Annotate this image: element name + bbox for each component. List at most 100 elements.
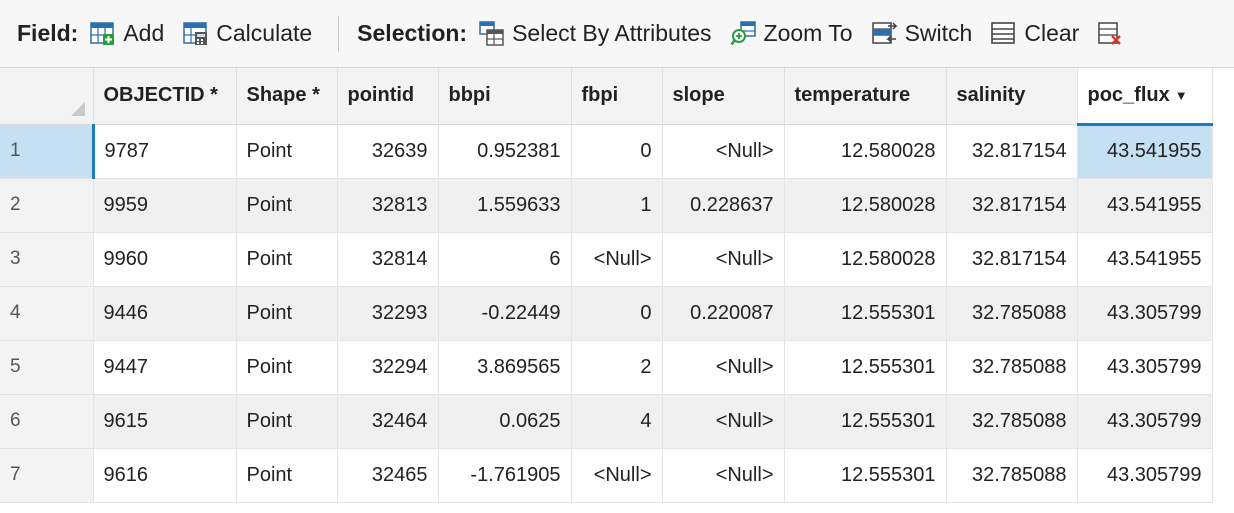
- cell-shape[interactable]: Point: [236, 448, 338, 503]
- column-header-temperature[interactable]: temperature: [784, 68, 947, 125]
- cell-temperature[interactable]: 12.555301: [784, 340, 947, 395]
- row-number[interactable]: 5: [0, 340, 94, 395]
- cell-objectid[interactable]: 9960: [93, 232, 237, 287]
- cell-poc-flux[interactable]: 43.541955: [1077, 232, 1213, 287]
- add-field-icon: [90, 22, 115, 45]
- clear-selection-icon: [991, 22, 1016, 44]
- cell-fbpi[interactable]: 0: [571, 124, 663, 179]
- cell-shape[interactable]: Point: [236, 178, 338, 233]
- row-number[interactable]: 6: [0, 394, 94, 449]
- cell-temperature[interactable]: 12.555301: [784, 448, 947, 503]
- cell-fbpi[interactable]: 4: [571, 394, 663, 449]
- cell-objectid[interactable]: 9787: [93, 124, 237, 179]
- add-field-button[interactable]: Add: [89, 20, 164, 47]
- cell-bbpi[interactable]: 6: [438, 232, 572, 287]
- column-header-salinity[interactable]: salinity: [946, 68, 1078, 125]
- select-by-attributes-button[interactable]: Select By Attributes: [478, 20, 712, 47]
- cell-shape[interactable]: Point: [236, 340, 338, 395]
- column-header-fbpi[interactable]: fbpi: [571, 68, 663, 125]
- cell-slope[interactable]: <Null>: [662, 340, 785, 395]
- delete-selected-button[interactable]: [1097, 20, 1131, 47]
- cell-objectid[interactable]: 9616: [93, 448, 237, 503]
- cell-objectid[interactable]: 9959: [93, 178, 237, 233]
- row-number[interactable]: 3: [0, 232, 94, 287]
- cell-salinity[interactable]: 32.785088: [946, 448, 1078, 503]
- cell-fbpi[interactable]: <Null>: [571, 448, 663, 503]
- cell-temperature[interactable]: 12.580028: [784, 124, 947, 179]
- cell-salinity[interactable]: 32.785088: [946, 286, 1078, 341]
- table-row[interactable]: 7 9616 Point 32465 -1.761905 <Null> <Null> 12.5…: [0, 448, 1213, 503]
- cell-slope[interactable]: 0.228637: [662, 178, 785, 233]
- table-header-row: OBJECTID * Shape * pointid bbpi fbpi slo…: [0, 68, 1213, 126]
- cell-slope[interactable]: <Null>: [662, 448, 785, 503]
- cell-poc-flux[interactable]: 43.305799: [1077, 394, 1213, 449]
- cell-bbpi[interactable]: 3.869565: [438, 340, 572, 395]
- select-all-corner[interactable]: [0, 68, 94, 125]
- zoom-to-icon: [730, 21, 756, 46]
- table-row[interactable]: 4 9446 Point 32293 -0.22449 0 0.220087 12.55530…: [0, 286, 1213, 341]
- cell-poc-flux[interactable]: 43.541955: [1077, 178, 1213, 233]
- column-header-objectid[interactable]: OBJECTID *: [93, 68, 237, 125]
- table-row[interactable]: 6 9615 Point 32464 0.0625 4 <Null> 12.555301 32.…: [0, 394, 1213, 449]
- row-number[interactable]: 1: [0, 124, 95, 179]
- sort-descending-icon[interactable]: ▼: [1174, 87, 1188, 103]
- cell-pointid[interactable]: 32294: [337, 340, 439, 395]
- cell-bbpi[interactable]: -0.22449: [438, 286, 572, 341]
- field-group-label: Field:: [17, 20, 79, 46]
- table-row[interactable]: 3 9960 Point 32814 6 <Null> <Null> 12.580028 32.…: [0, 232, 1213, 287]
- cell-poc-flux[interactable]: 43.305799: [1077, 286, 1213, 341]
- switch-selection-button[interactable]: Switch: [871, 20, 972, 47]
- cell-salinity[interactable]: 32.817154: [946, 178, 1078, 233]
- cell-salinity[interactable]: 32.817154: [946, 232, 1078, 287]
- cell-bbpi[interactable]: 0.952381: [438, 124, 572, 179]
- cell-pointid[interactable]: 32639: [337, 124, 439, 179]
- cell-pointid[interactable]: 32464: [337, 394, 439, 449]
- cell-slope[interactable]: <Null>: [662, 394, 785, 449]
- zoom-to-button[interactable]: Zoom To: [730, 20, 853, 47]
- cell-bbpi[interactable]: 1.559633: [438, 178, 572, 233]
- cell-shape[interactable]: Point: [236, 394, 338, 449]
- cell-slope[interactable]: <Null>: [662, 232, 785, 287]
- cell-temperature[interactable]: 12.580028: [784, 232, 947, 287]
- clear-selection-button[interactable]: Clear: [990, 20, 1079, 47]
- cell-bbpi[interactable]: -1.761905: [438, 448, 572, 503]
- cell-fbpi[interactable]: 2: [571, 340, 663, 395]
- cell-temperature[interactable]: 12.555301: [784, 286, 947, 341]
- calculate-field-button[interactable]: Calculate: [182, 20, 312, 47]
- cell-poc-flux[interactable]: 43.541955: [1077, 124, 1213, 179]
- cell-temperature[interactable]: 12.580028: [784, 178, 947, 233]
- cell-objectid[interactable]: 9447: [93, 340, 237, 395]
- column-header-slope[interactable]: slope: [662, 68, 785, 125]
- column-header-pointid[interactable]: pointid: [337, 68, 439, 125]
- cell-salinity[interactable]: 32.817154: [946, 124, 1078, 179]
- row-number[interactable]: 7: [0, 448, 94, 503]
- cell-pointid[interactable]: 32465: [337, 448, 439, 503]
- cell-poc-flux[interactable]: 43.305799: [1077, 340, 1213, 395]
- table-row[interactable]: 5 9447 Point 32294 3.869565 2 <Null> 12.555301 3…: [0, 340, 1213, 395]
- cell-objectid[interactable]: 9446: [93, 286, 237, 341]
- cell-fbpi[interactable]: 1: [571, 178, 663, 233]
- row-number[interactable]: 4: [0, 286, 94, 341]
- cell-slope[interactable]: 0.220087: [662, 286, 785, 341]
- column-header-shape[interactable]: Shape *: [236, 68, 338, 125]
- cell-temperature[interactable]: 12.555301: [784, 394, 947, 449]
- cell-salinity[interactable]: 32.785088: [946, 394, 1078, 449]
- cell-pointid[interactable]: 32814: [337, 232, 439, 287]
- cell-poc-flux[interactable]: 43.305799: [1077, 448, 1213, 503]
- cell-fbpi[interactable]: 0: [571, 286, 663, 341]
- cell-pointid[interactable]: 32813: [337, 178, 439, 233]
- cell-pointid[interactable]: 32293: [337, 286, 439, 341]
- table-row[interactable]: 2 9959 Point 32813 1.559633 1 0.228637 12.58002…: [0, 178, 1213, 233]
- cell-shape[interactable]: Point: [236, 124, 338, 179]
- cell-shape[interactable]: Point: [236, 286, 338, 341]
- row-number[interactable]: 2: [0, 178, 94, 233]
- cell-bbpi[interactable]: 0.0625: [438, 394, 572, 449]
- cell-objectid[interactable]: 9615: [93, 394, 237, 449]
- cell-shape[interactable]: Point: [236, 232, 338, 287]
- cell-salinity[interactable]: 32.785088: [946, 340, 1078, 395]
- column-header-bbpi[interactable]: bbpi: [438, 68, 572, 125]
- table-row[interactable]: 1 9787 Point 32639 0.952381 0 <Null> 12.580028 3…: [0, 124, 1213, 179]
- cell-slope[interactable]: <Null>: [662, 124, 785, 179]
- column-header-poc-flux[interactable]: poc_flux ▼: [1077, 68, 1213, 126]
- cell-fbpi[interactable]: <Null>: [571, 232, 663, 287]
